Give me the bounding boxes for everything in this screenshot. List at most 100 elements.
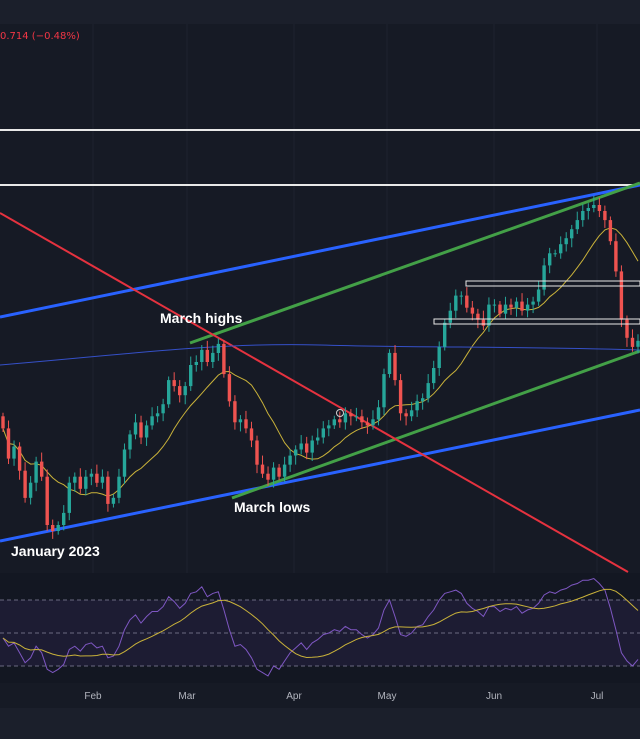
candle-body-76: [421, 398, 425, 402]
rsi-panel: [0, 573, 640, 683]
annotations: March highs March lows January 2023: [11, 310, 310, 559]
rsi-line: [2, 577, 639, 677]
candles: [1, 195, 640, 539]
x-tick-3: May: [378, 691, 397, 702]
candle-body-74: [409, 410, 414, 417]
blue-channel-upper: [0, 183, 640, 319]
candle-body-70: [387, 352, 392, 374]
candle-body-35: [194, 362, 198, 365]
candle-body-53: [294, 449, 298, 456]
candle-body-40: [222, 343, 226, 375]
x-tick-0: Feb: [84, 691, 102, 702]
candle-body-106: [586, 208, 590, 211]
candle-body-89: [492, 304, 497, 306]
candle-body-77: [426, 383, 430, 399]
candle-body-55: [305, 443, 309, 453]
candle-body-87: [481, 319, 486, 326]
candle-body-12: [67, 482, 71, 513]
candle-body-44: [244, 419, 248, 429]
candle-body-88: [487, 304, 491, 326]
candle-body-85: [470, 307, 475, 314]
candle-body-52: [288, 455, 292, 465]
x-tick-4: Jun: [486, 691, 502, 702]
candle-body-36: [200, 349, 204, 362]
candle-body-101: [559, 244, 563, 254]
price-change-label: 0.714 (−0.48%): [0, 31, 80, 42]
candle-body-100: [553, 253, 557, 255]
candle-body-112: [619, 271, 624, 320]
x-tick-1: Mar: [178, 691, 196, 702]
candle-body-32: [178, 386, 182, 396]
candle-body-102: [564, 238, 568, 245]
x-tick-2: Apr: [286, 691, 302, 702]
candle-body-107: [592, 205, 596, 208]
x-axis: Feb Mar Apr May Jun Jul: [0, 683, 640, 708]
horizontal-zone-upper: [465, 280, 640, 287]
candle-body-63: [349, 413, 353, 417]
candle-body-75: [415, 401, 419, 411]
candle-body-37: [205, 349, 209, 362]
candle-body-65: [360, 416, 364, 423]
candle-body-96: [531, 301, 535, 305]
candle-body-72: [398, 380, 403, 414]
candle-body-64: [354, 416, 359, 418]
candle-body-50: [277, 467, 281, 477]
candle-body-29: [161, 404, 165, 414]
annotation-0: March highs: [160, 310, 243, 326]
candle-body-39: [216, 343, 221, 353]
candle-body-8: [45, 476, 49, 525]
candle-body-38: [211, 352, 215, 362]
candle-body-2: [12, 446, 16, 459]
candle-body-41: [227, 374, 232, 402]
candle-body-14: [78, 476, 82, 489]
trend-lines: [0, 129, 640, 573]
candle-body-23: [128, 434, 132, 450]
overlay-lines: [336, 280, 640, 417]
chart-grid: [92, 24, 598, 682]
candle-body-16: [89, 473, 94, 477]
candle-body-113: [625, 319, 629, 338]
candle-body-114: [630, 337, 635, 347]
candle-body-84: [465, 295, 469, 308]
candle-body-3: [17, 446, 22, 471]
candle-body-4: [23, 470, 27, 498]
candle-body-79: [437, 346, 441, 368]
candle-body-1: [6, 428, 11, 459]
candle-body-91: [503, 304, 508, 314]
candle-body-6: [34, 461, 38, 483]
x-axis-background: [0, 683, 640, 708]
candle-body-17: [95, 473, 99, 483]
candle-body-9: [51, 525, 55, 531]
green-channel-lower: [231, 349, 640, 500]
candle-body-66: [365, 422, 370, 426]
candle-body-92: [509, 304, 513, 308]
candle-body-94: [520, 301, 524, 311]
candle-body-103: [570, 229, 574, 239]
candle-body-60: [332, 419, 336, 426]
candle-body-49: [271, 467, 276, 480]
candle-body-0: [1, 416, 5, 429]
candle-body-104: [575, 220, 579, 230]
candle-body-110: [608, 220, 613, 242]
candle-body-30: [167, 380, 171, 405]
candle-body-98: [542, 265, 546, 290]
candle-body-95: [525, 304, 530, 311]
candle-body-21: [117, 476, 121, 498]
candle-body-51: [282, 464, 287, 477]
top-toolbar: [0, 0, 640, 24]
moving-average-long: [0, 344, 640, 366]
candle-body-48: [266, 473, 270, 480]
candle-body-99: [548, 253, 552, 266]
candle-body-31: [172, 380, 176, 387]
candle-body-56: [310, 440, 314, 453]
candle-body-78: [432, 368, 436, 384]
red-falling-trendline: [0, 212, 629, 573]
candle-body-18: [100, 476, 105, 483]
candle-body-22: [122, 449, 127, 477]
candle-body-71: [393, 352, 397, 381]
candle-body-58: [321, 428, 325, 438]
candle-body-93: [514, 301, 519, 308]
candle-body-59: [327, 425, 331, 429]
candle-body-45: [249, 428, 254, 441]
